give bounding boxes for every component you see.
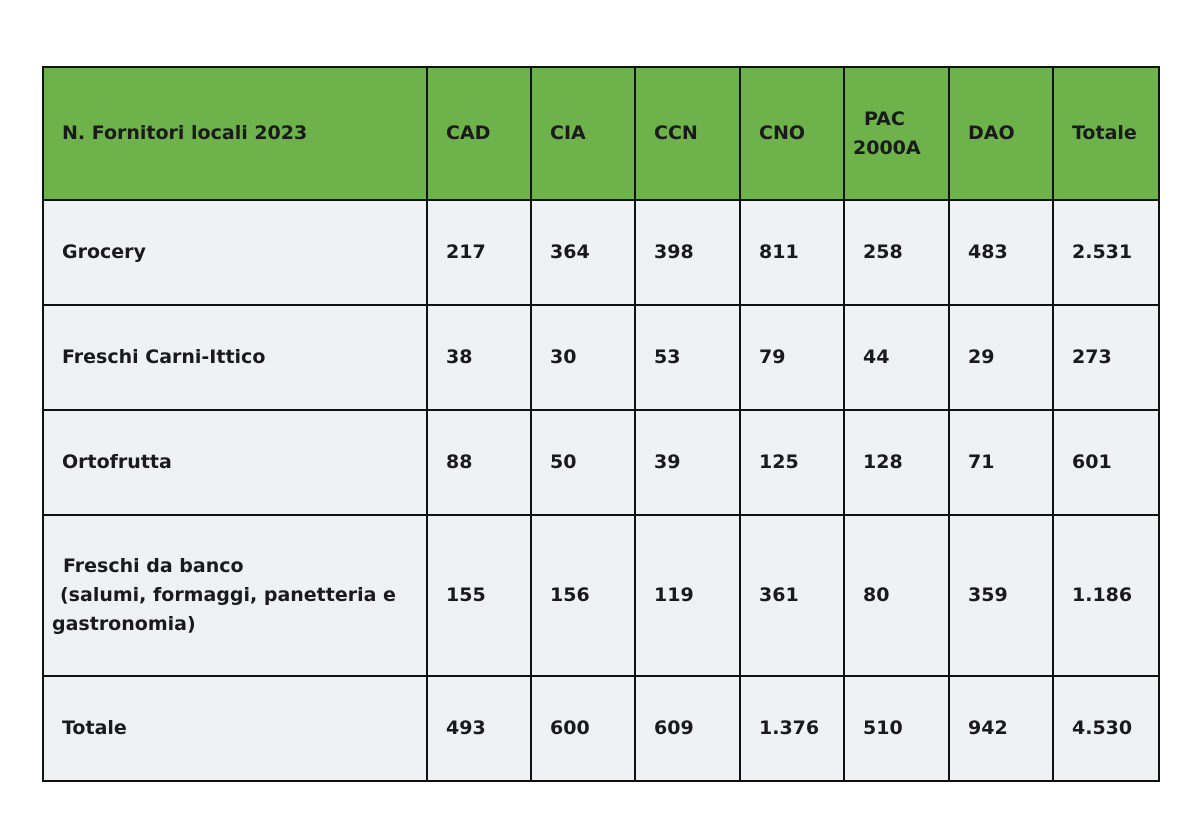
cell-cad: 38: [426, 304, 532, 411]
table-row: Freschi Carni-Ittico 38 30 53 79 44 29 2…: [42, 304, 1160, 411]
cell-cia: 50: [530, 409, 636, 516]
header-pac-line2: 2000A: [853, 136, 921, 159]
cell-ccn: 119: [634, 514, 741, 677]
cell-cad: 155: [426, 514, 532, 677]
table-row: Grocery 217 364 398 811 258 483 2.531: [42, 199, 1160, 306]
cell-cad: 217: [426, 199, 532, 306]
row-label: Grocery: [42, 199, 428, 306]
cell-cno: 811: [739, 199, 845, 306]
header-label: N. Fornitori locali 2023: [42, 66, 428, 201]
header-pac-line1: PAC: [864, 107, 905, 130]
table-row: Ortofrutta 88 50 39 125 128 71 601: [42, 409, 1160, 516]
cell-ccn: 39: [634, 409, 741, 516]
cell-cia: 600: [530, 675, 636, 782]
header-totale: Totale: [1052, 66, 1160, 201]
local-suppliers-table: N. Fornitori locali 2023 CAD CIA CCN CNO…: [42, 66, 1160, 782]
table-row: Freschi da banco (salumi, formaggi, pane…: [42, 514, 1160, 677]
cell-totale: 4.530: [1052, 675, 1160, 782]
row-label: Freschi Carni-Ittico: [42, 304, 428, 411]
cell-cad: 493: [426, 675, 532, 782]
header-cno: CNO: [739, 66, 845, 201]
header-dao: DAO: [948, 66, 1054, 201]
cell-cia: 364: [530, 199, 636, 306]
cell-cno: 79: [739, 304, 845, 411]
cell-dao: 29: [948, 304, 1054, 411]
cell-dao: 71: [948, 409, 1054, 516]
cell-cad: 88: [426, 409, 532, 516]
header-cia: CIA: [530, 66, 636, 201]
cell-totale: 1.186: [1052, 514, 1160, 677]
cell-pac: 44: [843, 304, 950, 411]
cell-pac: 258: [843, 199, 950, 306]
cell-ccn: 398: [634, 199, 741, 306]
header-row: N. Fornitori locali 2023 CAD CIA CCN CNO…: [42, 66, 1160, 201]
cell-totale: 2.531: [1052, 199, 1160, 306]
cell-dao: 942: [948, 675, 1054, 782]
cell-pac: 510: [843, 675, 950, 782]
cell-pac: 128: [843, 409, 950, 516]
row-label-line1: Freschi da banco: [63, 555, 244, 577]
total-row: Totale 493 600 609 1.376 510 942 4.530: [42, 675, 1160, 782]
cell-dao: 359: [948, 514, 1054, 677]
cell-ccn: 609: [634, 675, 741, 782]
header-ccn: CCN: [634, 66, 741, 201]
cell-cno: 1.376: [739, 675, 845, 782]
cell-pac: 80: [843, 514, 950, 677]
cell-cia: 30: [530, 304, 636, 411]
cell-totale: 601: [1052, 409, 1160, 516]
cell-dao: 483: [948, 199, 1054, 306]
cell-totale: 273: [1052, 304, 1160, 411]
cell-cia: 156: [530, 514, 636, 677]
row-label: Freschi da banco (salumi, formaggi, pane…: [42, 514, 428, 677]
row-label: Totale: [42, 675, 428, 782]
cell-cno: 125: [739, 409, 845, 516]
cell-ccn: 53: [634, 304, 741, 411]
row-label: Ortofrutta: [42, 409, 428, 516]
header-cad: CAD: [426, 66, 532, 201]
cell-cno: 361: [739, 514, 845, 677]
row-label-line2: (salumi, formaggi, panetteria e: [60, 584, 396, 606]
header-pac: PAC 2000A: [843, 66, 950, 201]
row-label-line3: gastronomia): [52, 613, 196, 635]
